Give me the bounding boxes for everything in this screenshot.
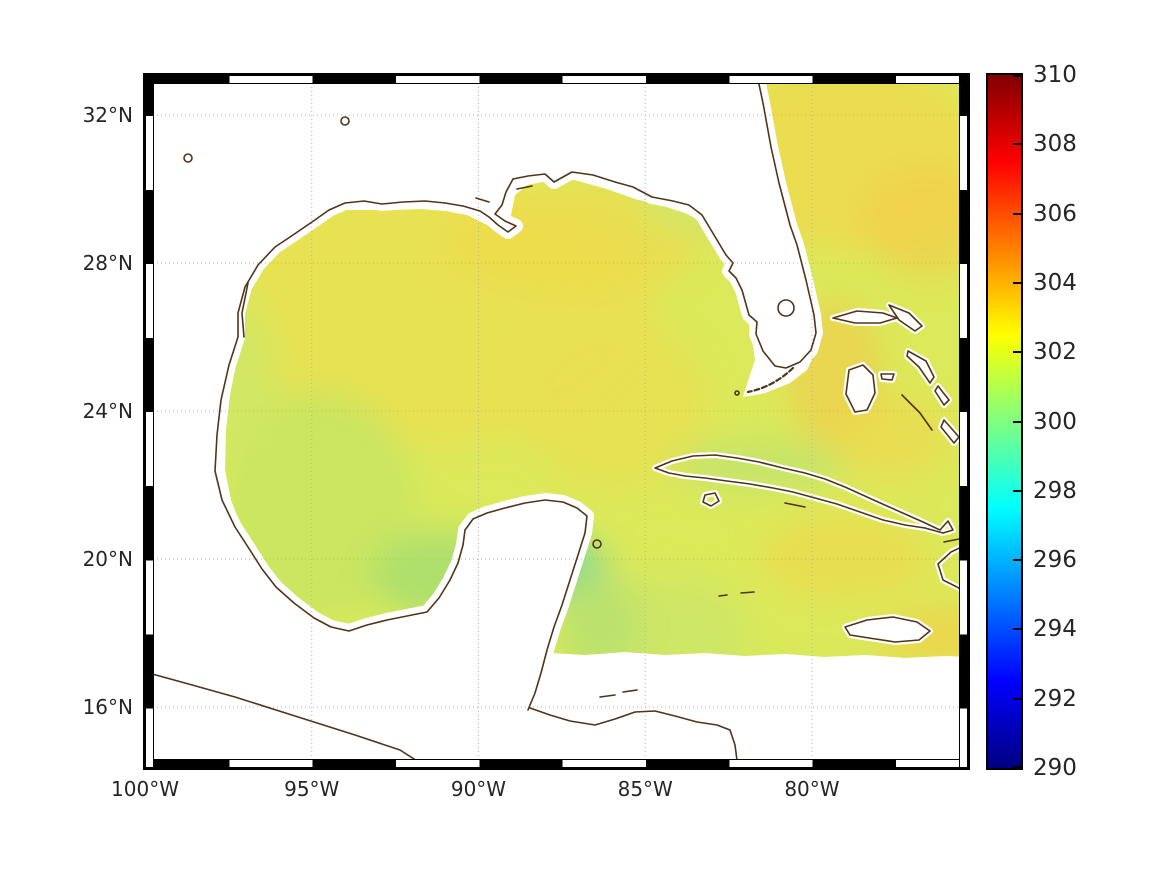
y-tick-label: 24°N bbox=[82, 399, 133, 424]
colorbar-tick bbox=[1013, 75, 1021, 77]
colorbar-tick-label: 292 bbox=[1033, 685, 1077, 712]
small-island-or-lake bbox=[183, 153, 193, 163]
sst-field bbox=[225, 75, 968, 658]
florida-keys-coastline bbox=[746, 366, 795, 394]
colorbar-tick bbox=[1013, 697, 1021, 700]
colorbar bbox=[986, 73, 1023, 770]
colorbar-tick-label: 300 bbox=[1033, 408, 1077, 435]
coastline-segment bbox=[529, 707, 739, 768]
mainland-coastline bbox=[214, 75, 817, 711]
colorbar-tick bbox=[1013, 628, 1021, 631]
coastline-segment bbox=[901, 394, 933, 431]
coastlines bbox=[145, 75, 968, 768]
island-coastline bbox=[934, 385, 950, 406]
colorbar-tick bbox=[1013, 559, 1021, 562]
coastline-segment bbox=[943, 538, 960, 543]
island-coastline bbox=[880, 373, 895, 381]
colorbar-tick-label: 302 bbox=[1033, 339, 1077, 366]
colorbar-tick-label: 306 bbox=[1033, 200, 1077, 227]
colorbar-tick-label: 308 bbox=[1033, 131, 1077, 158]
island-coastline bbox=[888, 304, 923, 332]
x-tick-label: 90°W bbox=[450, 777, 507, 801]
small-island-or-lake bbox=[777, 299, 795, 317]
coastline-segment bbox=[145, 671, 429, 768]
colorbar-tick bbox=[1013, 351, 1021, 354]
colorbar-tick-label: 298 bbox=[1033, 477, 1077, 504]
island-coastline bbox=[906, 350, 935, 384]
small-island-or-lake bbox=[734, 390, 740, 396]
colorbar-tick bbox=[1013, 489, 1021, 492]
coastline-segment bbox=[241, 282, 249, 338]
frame-bottom-band bbox=[145, 759, 968, 768]
x-tick-label: 80°W bbox=[784, 777, 840, 801]
x-tick-label: 85°W bbox=[617, 777, 673, 801]
y-tick-label: 28°N bbox=[82, 251, 133, 275]
y-tick-label: 20°N bbox=[82, 547, 133, 572]
frame-top-band bbox=[145, 75, 968, 84]
frame-left-band bbox=[145, 75, 154, 768]
map-svg bbox=[145, 75, 968, 768]
coastline-segment bbox=[599, 689, 638, 698]
coastline-segment bbox=[784, 502, 806, 508]
map-plot bbox=[143, 73, 970, 770]
island-coastline bbox=[937, 543, 968, 595]
island-landmask bbox=[842, 614, 933, 645]
colorbar-tick bbox=[1013, 281, 1021, 284]
colorbar-tick-label: 304 bbox=[1033, 269, 1077, 296]
island-coastline bbox=[654, 454, 954, 534]
y-tick-label: 16°N bbox=[82, 695, 133, 720]
island-coastline bbox=[940, 419, 960, 444]
colorbar-tick-label: 294 bbox=[1033, 616, 1077, 643]
x-tick-label: 95°W bbox=[284, 777, 340, 801]
colorbar-tick bbox=[1013, 212, 1021, 215]
colorbar-tick-label: 296 bbox=[1033, 547, 1077, 574]
coastline-segment bbox=[475, 185, 533, 203]
island-coastline bbox=[845, 364, 876, 413]
coastline-segment bbox=[718, 591, 755, 597]
x-tick-label: 100°W bbox=[111, 777, 179, 801]
small-island-or-lake bbox=[592, 539, 602, 549]
colorbar-tick-label: 310 bbox=[1033, 62, 1077, 88]
colorbar-tick-label: 290 bbox=[1033, 755, 1077, 781]
colorbar-tick bbox=[1013, 420, 1021, 423]
island-coastline bbox=[702, 492, 720, 507]
island-coastline bbox=[844, 616, 931, 643]
frame-right-band bbox=[959, 75, 968, 768]
y-tick-label: 32°N bbox=[82, 102, 133, 127]
colorbar-tick bbox=[1013, 766, 1021, 768]
small-island-or-lake bbox=[340, 116, 350, 126]
colorbar-tick bbox=[1013, 143, 1021, 146]
